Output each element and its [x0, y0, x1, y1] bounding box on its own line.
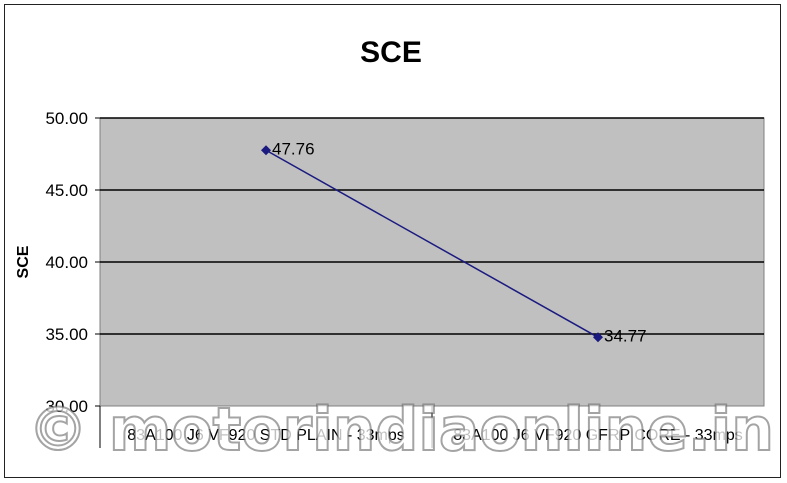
y-axis-ticks: 50.00 45.00 40.00 35.00 30.00: [45, 109, 88, 416]
data-point-marker: [593, 332, 603, 343]
data-point-marker: [261, 145, 271, 156]
y-tick-label: 50.00: [45, 109, 88, 128]
data-label: 34.77: [604, 326, 647, 345]
gridlines: [95, 117, 764, 448]
watermark: © motorindiaonline.in: [28, 395, 774, 465]
x-tick-label: 83A100 J6 VF920 STD PLAIN - 33mps: [127, 427, 404, 444]
y-tick-label: 40.00: [45, 253, 88, 272]
chart-title: SCE: [360, 36, 422, 69]
x-axis-ticks: 83A100 J6 VF920 STD PLAIN - 33mps 83A100 …: [127, 427, 743, 444]
series-layer: 47.76 34.77: [261, 139, 647, 345]
data-label: 47.76: [272, 139, 315, 158]
y-tick-label: 45.00: [45, 181, 88, 200]
series-line: [265, 149, 599, 338]
y-tick-label: 35.00: [45, 325, 88, 344]
x-tick-label: 83A100 J6 VF920 GFRP CORE - 33mps: [453, 427, 743, 444]
y-axis-label: SCE: [15, 245, 32, 278]
y-tick-label: 30.00: [45, 397, 88, 416]
